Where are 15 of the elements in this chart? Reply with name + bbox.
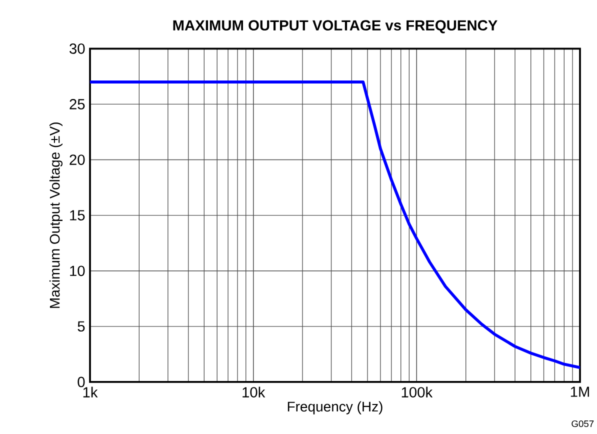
x-tick-label: 1k [83,386,98,398]
y-tick-label: 0 [78,376,85,388]
y-tick-label: 10 [70,266,85,276]
text: G057 [572,420,594,428]
y-tick-label: 30 [70,43,85,54]
x-tick-label: 100k [402,386,433,398]
y-tick-label: 25 [70,99,85,110]
x-tick-label: 10k [242,386,266,398]
x-axis-title: Frequency (Hz) [288,401,382,414]
y-tick-label: 15 [70,210,85,220]
chart-title: MAXIMUM OUTPUT VOLTAGE vs FREQUENCY [173,20,498,34]
y-axis-title: Maximum Output Voltage (±V) [49,122,62,308]
y-tick-label: 20 [70,154,85,165]
x-tick-label: 1M [570,386,589,397]
y-tick-label: 5 [78,321,85,332]
